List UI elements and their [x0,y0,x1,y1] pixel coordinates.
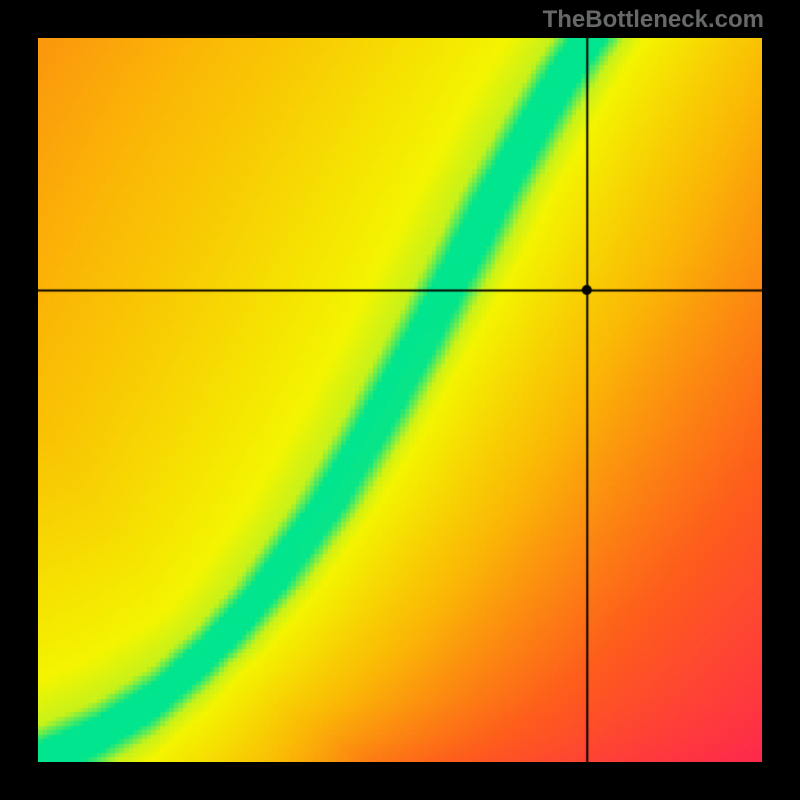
bottleneck-heatmap [38,38,762,762]
chart-container: TheBottleneck.com [0,0,800,800]
watermark-text: TheBottleneck.com [543,6,764,34]
